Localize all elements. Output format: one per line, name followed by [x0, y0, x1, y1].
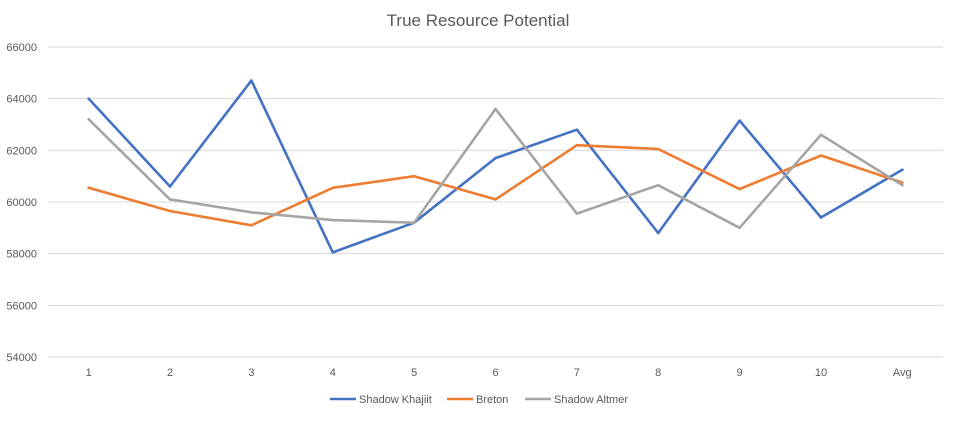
y-axis-ticks: 54000 56000 58000 60000 62000 64000 66000: [6, 42, 37, 364]
data-point: [819, 154, 823, 157]
x-tick-label: 10: [815, 367, 827, 379]
data-point: [738, 226, 741, 230]
legend-label: Shadow Altmer: [554, 394, 628, 406]
data-point: [901, 183, 904, 187]
data-point: [494, 156, 497, 160]
data-point: [575, 143, 579, 147]
data-point: [250, 211, 253, 214]
data-point: [87, 118, 90, 121]
x-axis-ticks: 1 2 3 4 5 6 7 8 9 10 Avg: [86, 367, 912, 379]
data-point: [656, 147, 660, 151]
legend-label: Shadow Khajiit: [359, 394, 432, 406]
data-point: [656, 231, 660, 235]
data-point: [901, 181, 904, 184]
data-point: [575, 212, 579, 215]
y-tick-label: 58000: [6, 249, 37, 261]
series-line-shadow-khajiit: [87, 79, 904, 254]
data-point: [412, 221, 416, 224]
x-tick-label: 9: [737, 367, 743, 379]
data-point: [331, 251, 335, 254]
x-tick-label: 3: [248, 367, 254, 379]
data-point: [87, 97, 90, 100]
legend: Shadow Khajiit Breton Shadow Altmer: [330, 394, 628, 406]
data-point: [575, 128, 579, 131]
data-point: [168, 185, 172, 188]
data-point: [494, 107, 497, 111]
x-tick-label: 1: [86, 367, 92, 379]
x-tick-label: 2: [167, 367, 173, 379]
data-point: [819, 216, 823, 219]
x-tick-label: 7: [574, 367, 580, 379]
data-point: [168, 209, 172, 213]
data-point: [656, 183, 660, 187]
y-tick-label: 62000: [6, 145, 37, 157]
series-lines: [87, 79, 904, 254]
data-point: [738, 119, 741, 122]
data-point: [901, 168, 904, 172]
chart-title: True Resource Potential: [387, 11, 570, 30]
y-tick-label: 54000: [6, 352, 37, 364]
x-tick-label: 6: [492, 367, 498, 379]
data-point: [250, 79, 253, 82]
data-point: [738, 187, 741, 191]
x-tick-label: 5: [411, 367, 417, 379]
data-point: [412, 174, 416, 178]
data-point: [250, 223, 253, 227]
y-tick-label: 60000: [6, 197, 37, 209]
y-tick-label: 56000: [6, 300, 37, 312]
data-point: [494, 198, 497, 201]
x-tick-label: 8: [655, 367, 661, 379]
data-point: [87, 186, 90, 190]
data-point: [331, 186, 335, 190]
legend-label: Breton: [476, 394, 508, 406]
x-tick-label: 4: [330, 367, 336, 379]
y-tick-label: 66000: [6, 42, 37, 54]
data-point: [819, 133, 823, 137]
x-tick-label: Avg: [893, 367, 912, 379]
data-point: [331, 218, 335, 222]
y-tick-label: 64000: [6, 94, 37, 106]
data-point: [168, 198, 172, 201]
